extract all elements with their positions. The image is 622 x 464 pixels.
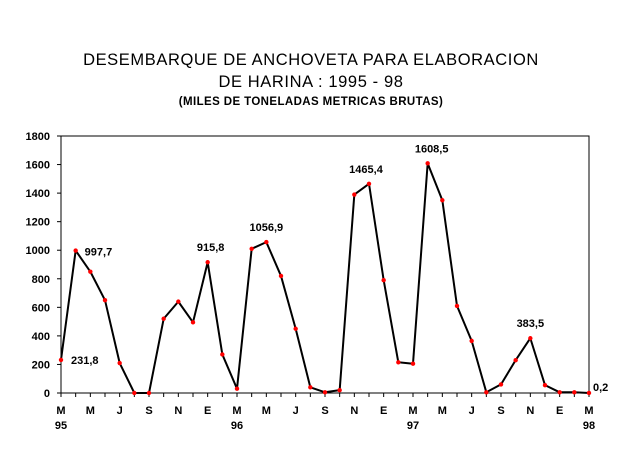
x-tick-label: E (556, 405, 563, 417)
data-point (176, 299, 181, 304)
data-point (117, 360, 122, 366)
data-point (469, 338, 474, 344)
y-tick-label: 1000 (26, 245, 50, 257)
data-point (484, 390, 489, 395)
data-point (278, 273, 284, 279)
data-point (586, 390, 592, 396)
data-point (440, 198, 445, 203)
x-tick-label: M (86, 405, 95, 417)
chart-title-block: DESEMBARQUE DE ANCHOVETA PARA ELABORACIO… (0, 49, 622, 110)
data-point (102, 297, 108, 303)
data-label: 1056,9 (250, 222, 284, 234)
data-point (454, 303, 460, 309)
x-tick-label: M (56, 405, 65, 417)
data-point (396, 360, 401, 365)
x-tick-label: E (380, 405, 387, 417)
x-tick-label: N (526, 405, 534, 417)
data-point (410, 361, 416, 366)
x-tick-label: M (232, 405, 241, 417)
data-label: 915,8 (197, 242, 225, 254)
x-tick-label: S (145, 405, 152, 417)
x-tick-label: N (174, 405, 182, 417)
plot-area-frame (60, 135, 590, 394)
data-point (73, 248, 78, 253)
x-tick-label: S (321, 405, 328, 417)
data-point (352, 192, 357, 197)
data-point (264, 239, 269, 245)
data-labels: 231,8 997,7 915,8 1056,9 1465,4 1608,5 383,5 0,… (71, 143, 608, 394)
x-tick-label: J (469, 405, 475, 417)
data-label: 0,2 (593, 382, 608, 394)
data-point (425, 161, 430, 166)
data-point (308, 385, 313, 390)
y-tick-label: 800 (32, 274, 50, 286)
data-point (58, 357, 64, 363)
y-tick-label: 600 (32, 302, 50, 314)
data-point (190, 320, 196, 325)
x-tick-label: M (584, 405, 593, 417)
data-label: 383,5 (517, 318, 545, 330)
data-label: 1465,4 (349, 164, 384, 176)
data-point (381, 278, 386, 283)
data-label: 997,7 (85, 247, 113, 259)
data-point (337, 387, 342, 393)
data-point (542, 382, 548, 388)
data-point (161, 316, 166, 321)
x-tick-label: J (293, 405, 299, 417)
data-point (132, 390, 137, 396)
y-tick-label: 1400 (26, 188, 50, 200)
series-markers (58, 161, 592, 396)
data-label: 231,8 (71, 355, 99, 367)
y-tick-label: 400 (32, 331, 50, 343)
y-tick-label: 1600 (26, 160, 50, 172)
data-point (528, 336, 533, 341)
y-tick-label: 1200 (26, 217, 50, 229)
x-tick-label: E (204, 405, 211, 417)
data-point (249, 246, 254, 251)
data-point (220, 352, 225, 357)
y-tick-label: 1800 (26, 131, 50, 143)
x-axis: M M J S N E M M J S N E M M J S N E M 95 96 97 98 (55, 393, 595, 432)
data-label: 1608,5 (415, 143, 449, 155)
data-point (293, 326, 298, 331)
x-tick-label: M (438, 405, 447, 417)
data-point (88, 269, 93, 274)
data-point (366, 181, 372, 186)
y-tick-label: 0 (44, 388, 50, 400)
x-tick-label: N (350, 405, 358, 417)
data-point (557, 390, 562, 395)
y-axis: 0 200 400 600 800 1000 1200 1400 1600 1800 (26, 131, 61, 400)
data-point (234, 386, 240, 391)
x-year-label: 98 (583, 420, 595, 432)
data-point (513, 357, 518, 363)
x-year-label: 97 (407, 420, 419, 432)
x-tick-label: M (408, 405, 417, 417)
y-tick-label: 200 (32, 359, 50, 371)
x-year-label: 95 (55, 420, 67, 432)
x-year-label: 96 (231, 420, 243, 432)
x-tick-label: M (262, 405, 271, 417)
series-line (60, 162, 590, 394)
data-point (498, 382, 504, 387)
data-point (146, 390, 152, 396)
chart-title-line2: DE HARINA : 1995 - 98 (218, 73, 404, 91)
data-point (322, 390, 328, 395)
x-tick-label: S (497, 405, 504, 417)
chart-title: DESEMBARQUE DE ANCHOVETA PARA ELABORACIO… (83, 51, 539, 69)
x-tick-label: J (117, 405, 123, 417)
chart-subtitle: (MILES DE TONELADAS METRICAS BRUTAS) (178, 96, 444, 108)
data-point (205, 260, 210, 265)
data-point (572, 390, 577, 395)
